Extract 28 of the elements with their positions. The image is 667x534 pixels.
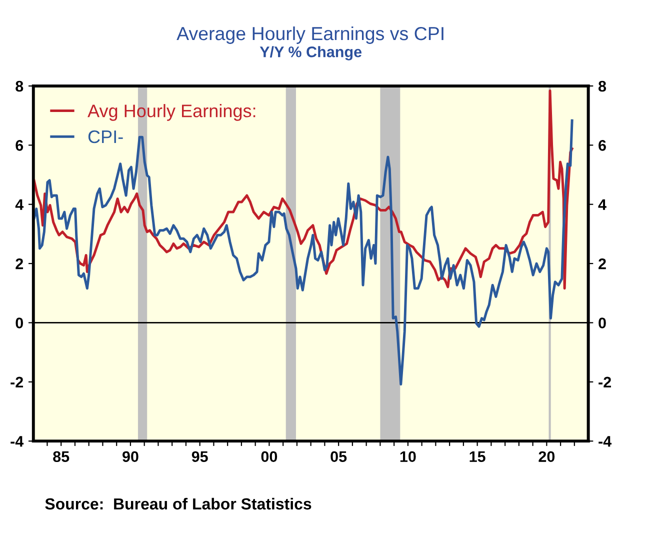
chart-title: Average Hourly Earnings vs CPI xyxy=(176,26,444,44)
y2-tick-label: 6 xyxy=(598,140,606,151)
y-tick-label: 8 xyxy=(16,80,24,92)
y-tick-label: -4 xyxy=(10,436,24,447)
line-series xyxy=(33,119,574,386)
x-tick-label: 05 xyxy=(330,451,347,462)
y2-tick-label: 4 xyxy=(598,199,606,210)
x-tick-label: 20 xyxy=(538,451,555,462)
y-tick-label: 6 xyxy=(16,140,24,151)
y2-tick-label: -4 xyxy=(598,436,612,447)
y2-tick-label: -2 xyxy=(598,376,611,388)
x-tick-label: 95 xyxy=(192,451,208,462)
chart-subtitle: Y/Y % Change xyxy=(260,46,362,60)
x-tick-label: 00 xyxy=(261,451,278,462)
legend-label: Avg Hourly Earnings: xyxy=(88,104,256,121)
y-tick-label: 4 xyxy=(15,199,24,210)
y2-tick-label: 0 xyxy=(598,318,606,328)
x-tick-label: 85 xyxy=(53,451,70,462)
x-tick-label: 15 xyxy=(470,451,486,462)
y-tick-label: 0 xyxy=(16,318,23,328)
legend-label: CPI- xyxy=(88,130,123,144)
y2-tick-label: 2 xyxy=(598,258,606,270)
x-tick-label: 10 xyxy=(400,451,416,462)
y-tick-label: -2 xyxy=(10,376,24,388)
y-tick-label: 2 xyxy=(16,258,24,270)
x-tick-label: 90 xyxy=(122,451,138,462)
source-note: Source: Bureau of Labor Statistics xyxy=(45,498,312,510)
y2-tick-label: 8 xyxy=(598,80,606,92)
